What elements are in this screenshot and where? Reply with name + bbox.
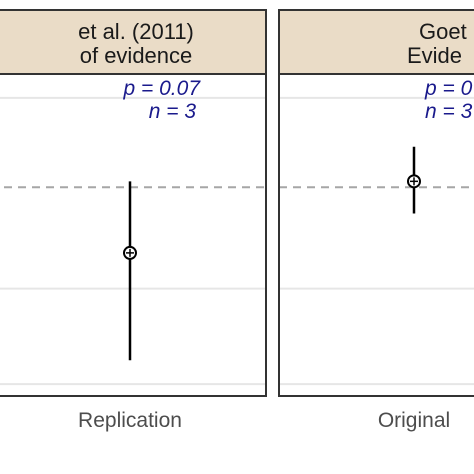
strip-left-background: [0, 9, 267, 75]
annotation-n-left: n = 3: [149, 100, 197, 123]
strip-left-line-2: of evidence: [80, 43, 193, 68]
annotation-n-right: n = 3: [425, 100, 473, 123]
annotation-p-left: p = 0.07: [123, 77, 202, 100]
strip-right-line-1: Goet: [419, 19, 467, 44]
strip-right-line-2: Evide: [407, 43, 462, 68]
grid-left: [0, 96, 266, 386]
marks-right: [407, 146, 421, 214]
x-tick-label-right: Original: [378, 409, 450, 432]
panel-right-background: [279, 74, 474, 396]
annotation-p-right: p = 0: [424, 77, 473, 100]
panel-left-background: [0, 74, 266, 396]
strip-right-background: [278, 9, 474, 75]
x-tick-label-left: Replication: [78, 409, 182, 432]
strip-left-line-1: et al. (2011): [78, 19, 194, 44]
panel-right: Goet Evide p = 0 n = 3 Original: [278, 9, 474, 432]
panel-left: et al. (2011) of evidence p = 0.07 n = 3…: [0, 9, 267, 432]
panel-left-border: [0, 73, 267, 397]
grid-right: [279, 96, 474, 386]
panel-right-border: [278, 73, 474, 397]
marks-left: [123, 181, 137, 361]
